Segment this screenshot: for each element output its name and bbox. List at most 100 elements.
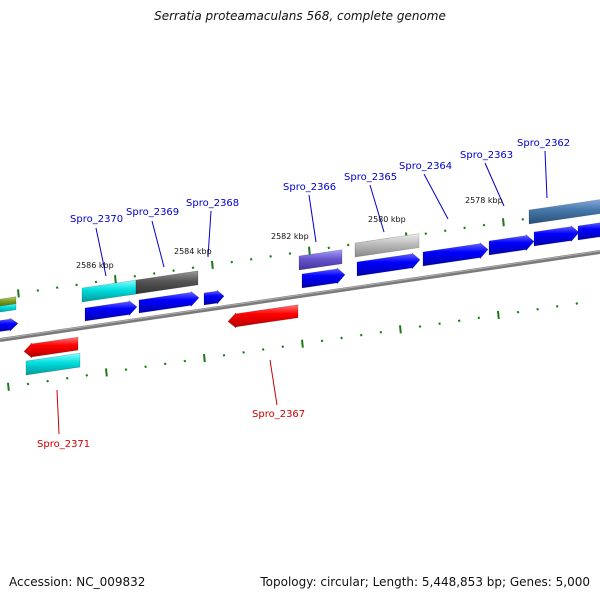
genome-title: Serratia proteamaculans 568, complete ge… [154, 9, 446, 23]
scale-tick [536, 307, 539, 311]
gene-label-spro-2367[interactable]: Spro_2367 [252, 409, 305, 420]
cds-arrow[interactable] [138, 290, 200, 314]
scale-tick [340, 336, 343, 340]
scale-tick [85, 373, 89, 377]
leader-line [95, 227, 107, 277]
accession-label: Accession: NC_009832 [9, 575, 146, 589]
cds-arrow[interactable] [422, 241, 489, 267]
scale-tick [172, 269, 175, 272]
scale-tick [230, 260, 234, 264]
gene-features [0, 199, 600, 376]
gene-label-spro-2366[interactable]: Spro_2366 [283, 182, 336, 193]
kbp-label: 2582 kbp [271, 232, 309, 241]
scale-tick [249, 257, 253, 261]
cds-arrow[interactable] [84, 299, 138, 322]
scale-tick [555, 304, 559, 308]
cds-arrow-spro-2367[interactable] [227, 304, 299, 329]
scale-tick [502, 218, 505, 227]
scale-tick [463, 226, 466, 230]
scale-tick [203, 353, 206, 363]
gene-label-spro-2362[interactable]: Spro_2362 [517, 138, 570, 149]
leader-line [56, 389, 60, 435]
scale-tick [327, 246, 331, 250]
kbp-label: 2578 kbp [465, 196, 503, 205]
scale-tick [457, 319, 461, 323]
scale-tick [36, 289, 40, 292]
cds-arrow[interactable] [488, 233, 535, 256]
gene-label-spro-2371[interactable]: Spro_2371 [37, 439, 90, 450]
tick-marks-inner [7, 302, 579, 391]
genome-backbone [0, 250, 600, 342]
scale-tick [497, 310, 500, 320]
scale-tick [418, 325, 422, 328]
scale-tick [443, 229, 447, 233]
cds-arrow[interactable] [301, 267, 346, 289]
scale-tick [308, 246, 311, 255]
cds-arrow[interactable] [356, 252, 421, 277]
genome-summary: Topology: circular; Length: 5,448,853 bp… [260, 575, 590, 589]
gene-label-spro-2363[interactable]: Spro_2363 [460, 150, 513, 161]
scale-tick [152, 272, 156, 275]
cds-arrow[interactable] [533, 224, 580, 247]
gene-block-spro-2366[interactable] [298, 249, 343, 271]
scale-tick [242, 350, 245, 354]
gene-block-spro-2362[interactable] [528, 199, 600, 225]
scale-tick [379, 330, 383, 334]
gene-block-spro-2369[interactable] [135, 270, 199, 295]
scale-tick [133, 274, 137, 278]
scale-tick [575, 302, 579, 305]
scale-tick [269, 254, 272, 258]
scale-tick [477, 316, 481, 320]
gene-label-spro-2364[interactable]: Spro_2364 [399, 161, 452, 172]
scale-tick [17, 289, 20, 298]
kbp-label: 2584 kbp [174, 247, 212, 256]
scale-tick [75, 283, 78, 287]
scale-tick [222, 353, 226, 357]
scale-tick [521, 218, 525, 221]
scale-tick [301, 339, 304, 348]
gene-label-spro-2365[interactable]: Spro_2365 [344, 172, 397, 183]
leader-line [544, 150, 548, 199]
scale-tick [183, 359, 187, 363]
gene-block-spro-2365[interactable] [354, 233, 420, 258]
scale-tick [288, 252, 292, 255]
gene-label-spro-2369[interactable]: Spro_2369 [126, 207, 179, 218]
scale-tick [114, 275, 117, 284]
cds-arrow[interactable] [577, 221, 600, 241]
leader-line [369, 184, 385, 233]
scale-tick [7, 382, 10, 391]
scale-tick [191, 266, 195, 270]
kbp-label: 2586 kbp [76, 261, 114, 270]
leader-line [423, 173, 449, 220]
cds-arrow[interactable] [203, 289, 225, 306]
scale-tick [55, 286, 59, 290]
gene-label-spro-2368[interactable]: Spro_2368 [186, 198, 239, 209]
scale-tick [163, 362, 167, 366]
gene-block-spro-2371[interactable] [25, 352, 81, 376]
scale-tick [320, 339, 324, 343]
label-leader-lines [56, 150, 548, 435]
scale-tick [65, 376, 69, 380]
scale-tick [399, 325, 402, 334]
leader-line [207, 210, 212, 258]
gene-label-spro-2370[interactable]: Spro_2370 [70, 214, 123, 225]
scale-tick [261, 348, 265, 351]
scale-tick [124, 368, 128, 371]
scale-tick [144, 365, 147, 369]
scale-tick [211, 260, 214, 270]
cds-arrow[interactable] [0, 317, 19, 333]
scale-tick [105, 368, 108, 377]
gene-block[interactable] [0, 296, 17, 307]
leader-line [151, 220, 165, 268]
leader-line [484, 162, 505, 207]
scale-tick [516, 310, 520, 314]
cds-arrow-spro-2371[interactable] [23, 336, 79, 359]
scale-tick [424, 232, 428, 235]
scale-tick [46, 379, 49, 383]
scale-tick [26, 382, 30, 386]
scale-tick [346, 243, 350, 247]
gene-block-spro-2370[interactable] [81, 279, 137, 303]
scale-tick [94, 280, 98, 284]
leader-line [308, 194, 317, 243]
